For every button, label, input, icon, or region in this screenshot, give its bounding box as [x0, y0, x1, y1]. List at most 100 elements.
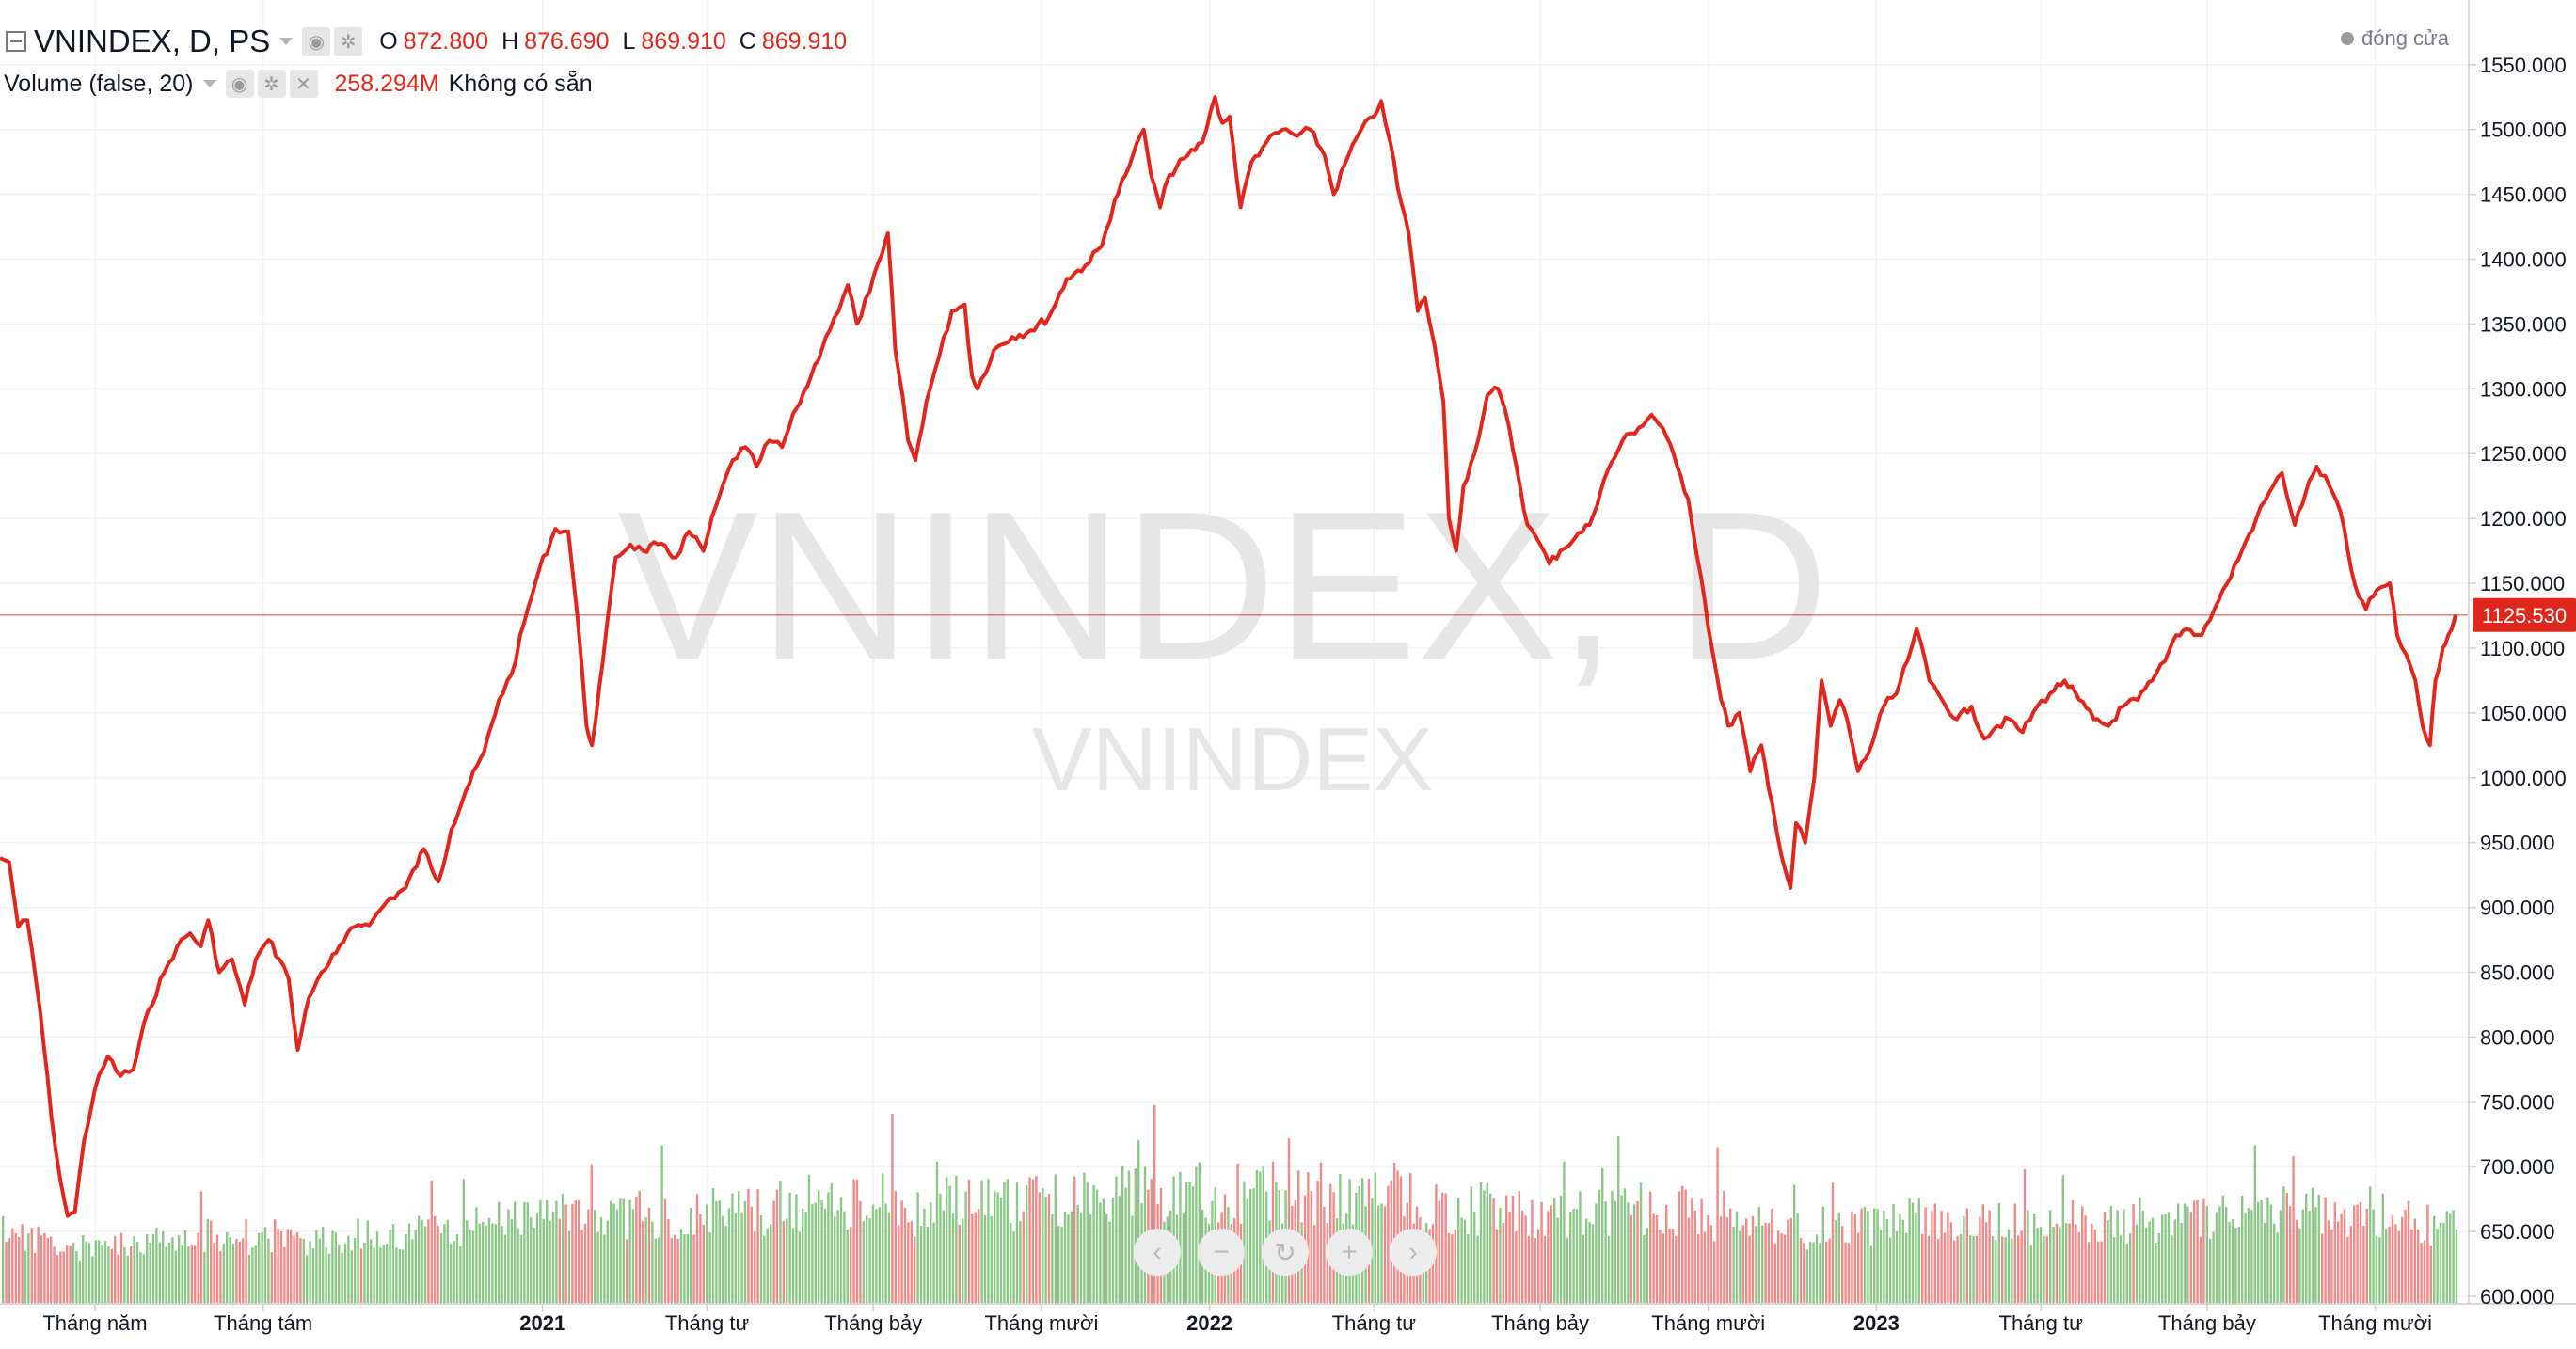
volume-bar — [485, 1226, 487, 1304]
x-tick-label: Tháng mười — [1651, 1311, 1765, 1335]
volume-bar — [823, 1209, 827, 1304]
volume-bar — [1617, 1136, 1620, 1304]
volume-bar — [1307, 1172, 1310, 1304]
volume-bar — [1844, 1242, 1847, 1304]
volume-bar — [1636, 1200, 1639, 1304]
volume-bar — [1895, 1231, 1899, 1304]
zoom-in-icon[interactable]: + — [1326, 1229, 1373, 1276]
volume-bar — [1863, 1206, 1867, 1304]
volume-bar — [1010, 1223, 1012, 1304]
volume-bar — [2391, 1215, 2394, 1304]
volume-bar — [1709, 1225, 1712, 1304]
volume-note: Không có sẵn — [448, 70, 593, 97]
collapse-icon[interactable] — [6, 31, 26, 52]
volume-bar — [183, 1230, 187, 1304]
volume-bar — [580, 1230, 583, 1304]
volume-bar — [2423, 1240, 2426, 1304]
volume-bar — [1572, 1209, 1575, 1304]
volume-bar — [434, 1215, 437, 1304]
volume-bar — [683, 1234, 686, 1304]
volume-bar — [615, 1209, 619, 1304]
volume-bar — [1038, 1192, 1041, 1304]
volume-bar — [21, 1224, 24, 1304]
volume-bar — [1457, 1198, 1460, 1304]
volume-bar — [882, 1173, 884, 1304]
volume-bar — [1991, 1236, 1995, 1304]
volume-bar — [535, 1213, 539, 1304]
volume-bar — [891, 1113, 894, 1304]
volume-bar — [1604, 1201, 1607, 1304]
x-tick-label: Tháng bảy — [2158, 1311, 2256, 1335]
volume-bar — [235, 1239, 238, 1304]
grid-lines — [0, 0, 2469, 1304]
gear-icon[interactable]: ✲ — [257, 70, 286, 98]
volume-bar — [53, 1246, 56, 1304]
volume-bar — [1255, 1169, 1259, 1304]
volume-bar — [293, 1235, 295, 1304]
volume-bar — [971, 1214, 974, 1304]
volume-bar — [66, 1245, 69, 1304]
volume-bar — [1022, 1211, 1025, 1304]
chevron-left-icon[interactable]: ‹ — [1134, 1229, 1181, 1276]
zoom-out-icon[interactable]: − — [1198, 1229, 1245, 1276]
volume-bar — [1057, 1225, 1060, 1304]
volume-bar — [514, 1201, 517, 1304]
eye-icon[interactable]: ◉ — [302, 27, 331, 56]
volume-bar — [1467, 1234, 1470, 1304]
volume-bar — [8, 1238, 11, 1304]
volume-bar — [98, 1240, 101, 1304]
volume-bar — [59, 1251, 62, 1304]
volume-bar — [676, 1239, 679, 1304]
chevron-down-icon[interactable] — [279, 38, 294, 45]
volume-bar — [868, 1218, 871, 1304]
chevron-right-icon[interactable]: › — [1390, 1229, 1437, 1276]
volume-bar — [1643, 1235, 1646, 1304]
volume-bar — [2356, 1204, 2359, 1304]
volume-bar — [1723, 1190, 1725, 1304]
volume-bar — [2113, 1237, 2116, 1304]
volume-bar — [354, 1238, 357, 1304]
y-tick-label: 1350.000 — [2480, 312, 2567, 336]
volume-bar — [1812, 1242, 1815, 1304]
volume-bar — [2413, 1218, 2416, 1304]
volume-bar — [2285, 1192, 2288, 1304]
volume-bar — [1515, 1231, 1518, 1304]
volume-title[interactable]: Volume (false, 20) — [4, 70, 194, 97]
volume-bar — [1716, 1147, 1719, 1304]
eye-icon[interactable]: ◉ — [225, 70, 254, 98]
volume-bar — [839, 1197, 843, 1304]
volume-bar — [446, 1219, 449, 1304]
volume-bar — [1659, 1230, 1662, 1304]
symbol-title[interactable]: VNINDEX, D, PS — [34, 24, 271, 58]
volume-bar — [1483, 1190, 1486, 1304]
volume-bar — [1105, 1214, 1108, 1304]
x-tick-label: Tháng tư — [1332, 1311, 1417, 1335]
reset-icon[interactable]: ↻ — [1262, 1229, 1309, 1276]
volume-bar — [2301, 1209, 2304, 1304]
volume-bar — [46, 1237, 49, 1304]
volume-bar — [779, 1181, 782, 1304]
y-tick-label: 900.000 — [2480, 897, 2555, 920]
x-tick-label: Tháng mười — [984, 1311, 1098, 1335]
volume-bar — [1124, 1187, 1127, 1304]
volume-bar — [724, 1225, 727, 1304]
volume-bar — [1611, 1190, 1614, 1304]
volume-bar — [1182, 1213, 1185, 1304]
volume-bar — [459, 1246, 462, 1304]
volume-bar — [814, 1202, 817, 1304]
close-icon[interactable]: ✕ — [289, 70, 318, 98]
volume-bar — [974, 1212, 977, 1304]
volume-bar — [1671, 1229, 1675, 1304]
volume-bar — [2205, 1205, 2208, 1304]
volume-bar — [2337, 1221, 2340, 1304]
volume-bar — [747, 1188, 750, 1304]
gear-icon[interactable]: ✲ — [334, 27, 363, 56]
volume-bar — [2404, 1209, 2407, 1304]
volume-bar — [1079, 1212, 1083, 1304]
chevron-down-icon[interactable] — [202, 80, 216, 87]
volume-bar — [1783, 1234, 1787, 1304]
volume-bar — [533, 1228, 535, 1304]
volume-bar — [478, 1223, 481, 1304]
